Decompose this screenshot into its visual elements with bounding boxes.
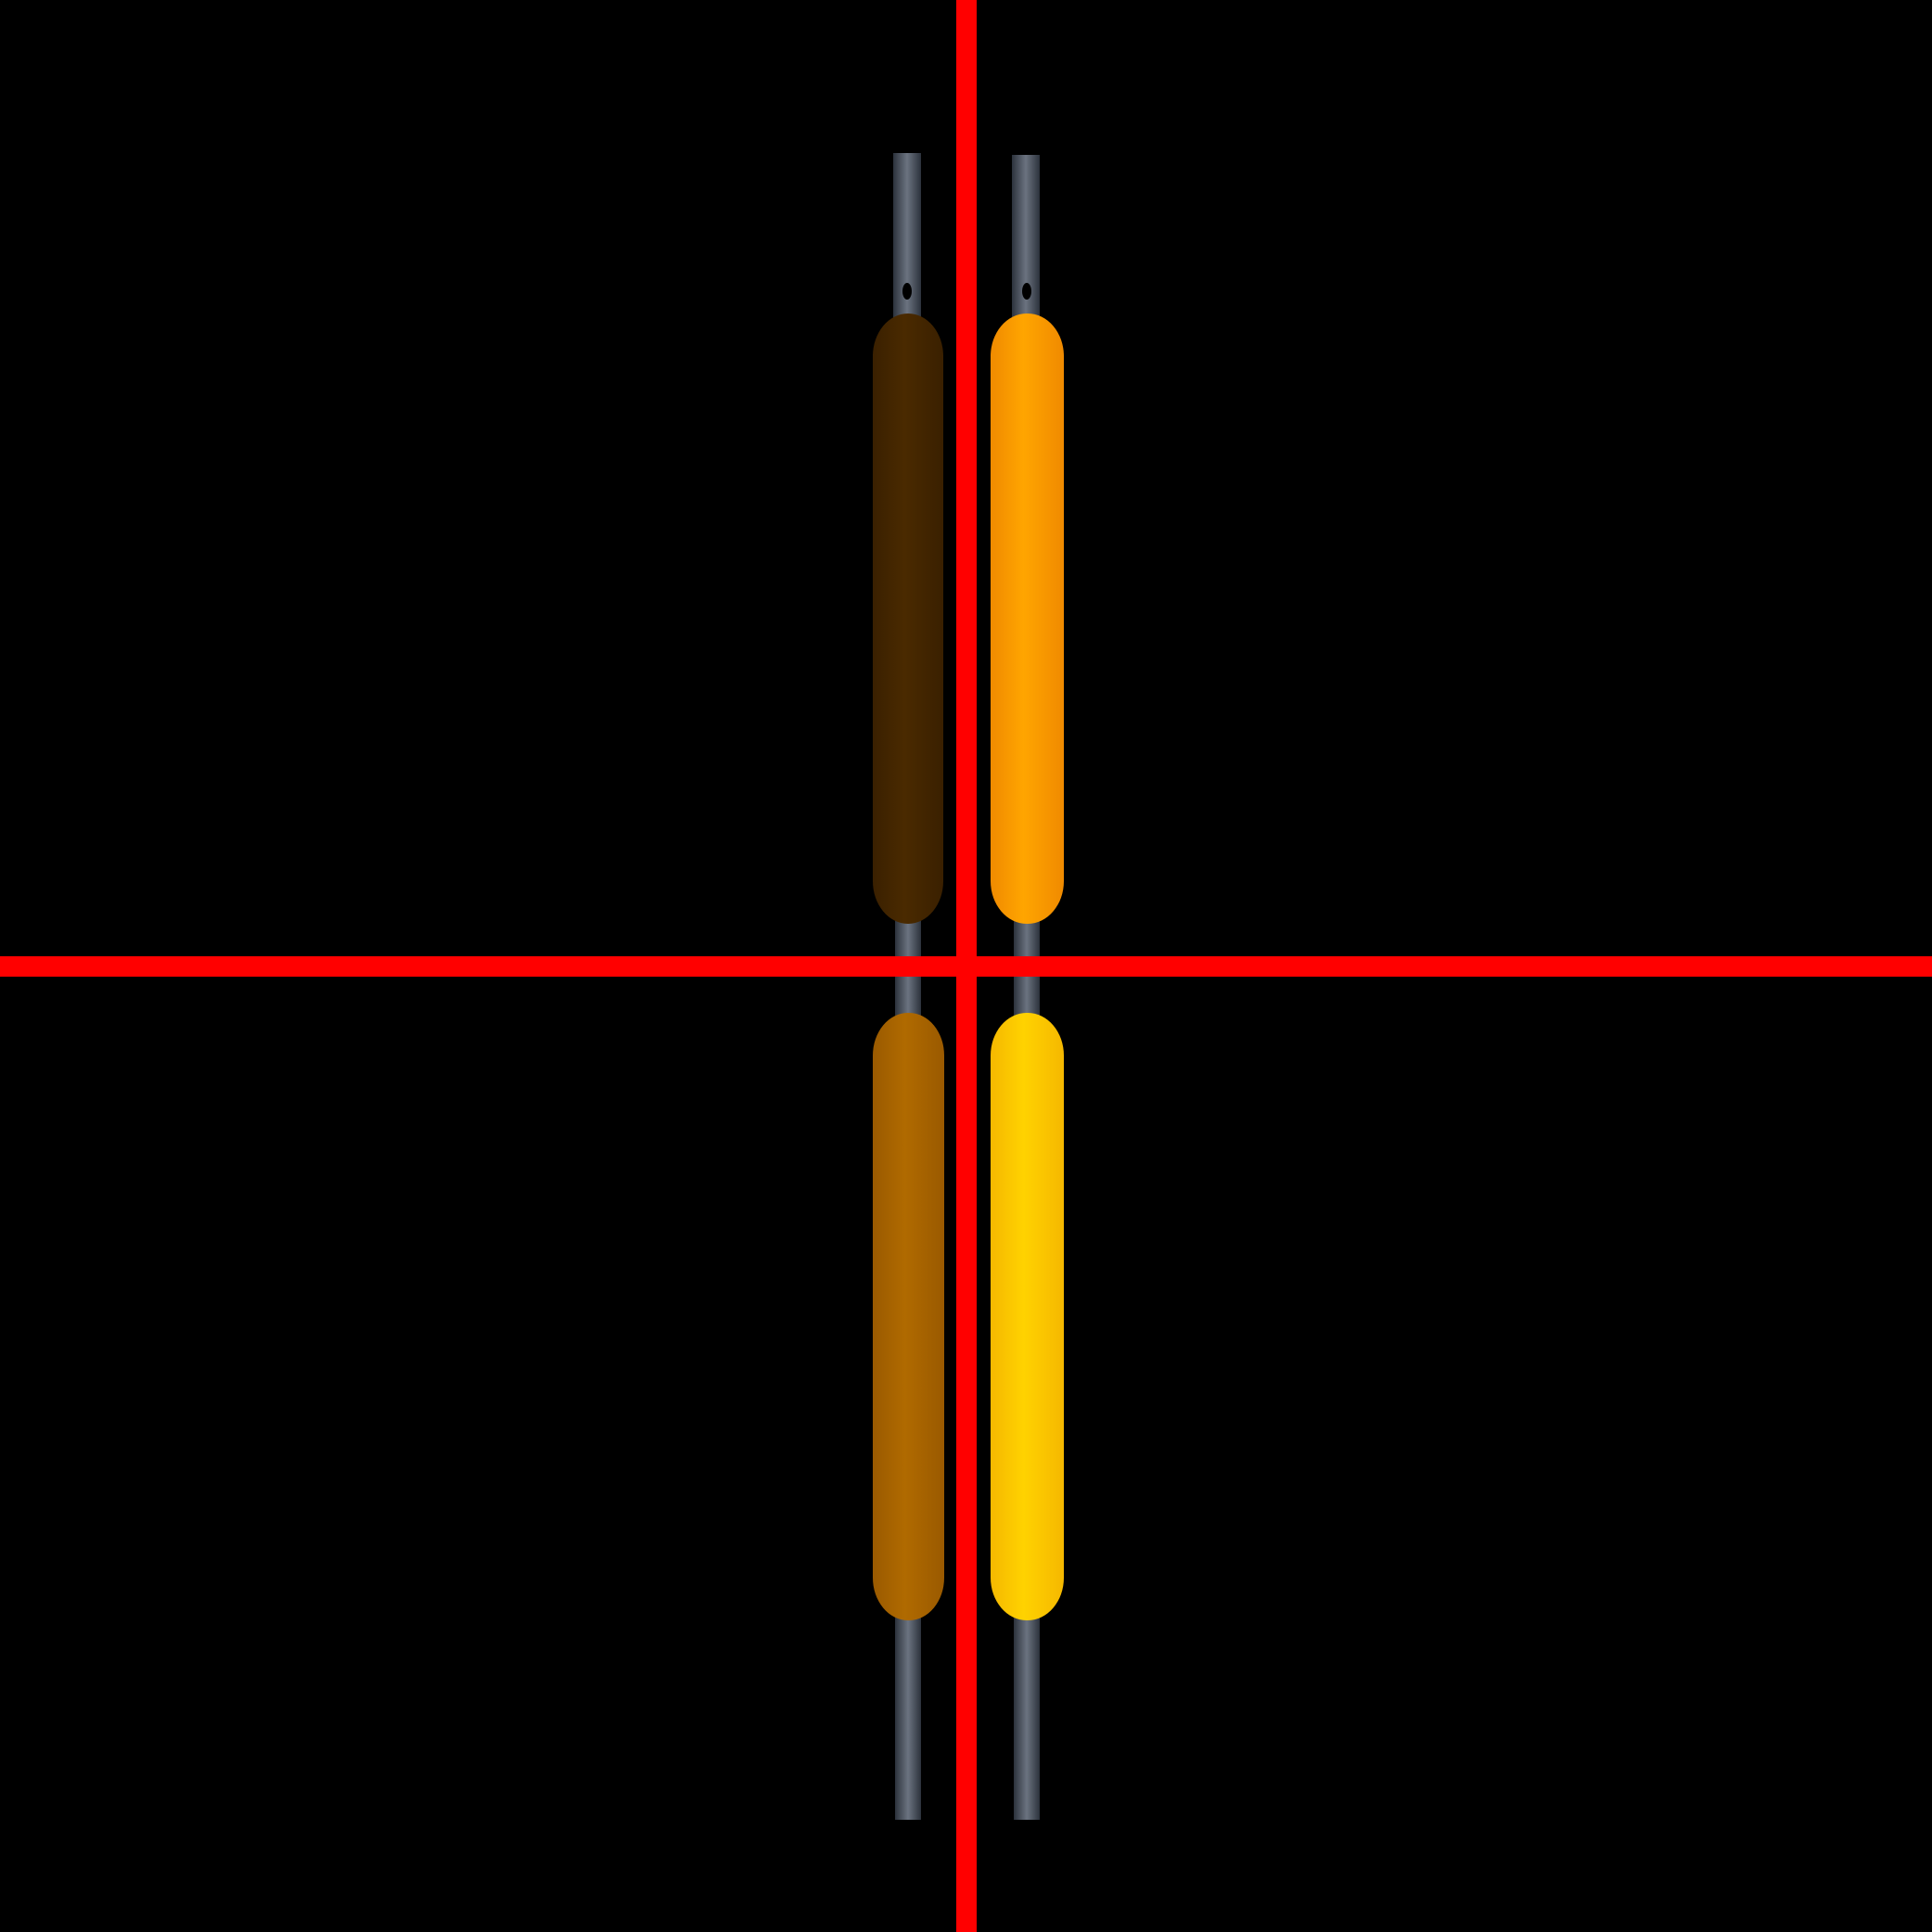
coating-pad-bottom-left: [873, 1013, 944, 1620]
left-strip-hole: [902, 283, 912, 300]
left-strip-metal-bottom: [895, 1614, 921, 1820]
coating-pad-top-right: [991, 313, 1064, 924]
right-strip-metal-top: [1012, 155, 1040, 329]
coating-pad-top-left: [873, 313, 943, 924]
left-strip-metal-top: [893, 153, 921, 329]
right-test-strip: [1012, 155, 1040, 1820]
right-strip-metal-bottom: [1014, 1614, 1040, 1820]
horizontal-divider-line: [0, 956, 1932, 977]
right-strip-hole: [1022, 283, 1031, 300]
coating-pad-bottom-right: [991, 1013, 1064, 1620]
